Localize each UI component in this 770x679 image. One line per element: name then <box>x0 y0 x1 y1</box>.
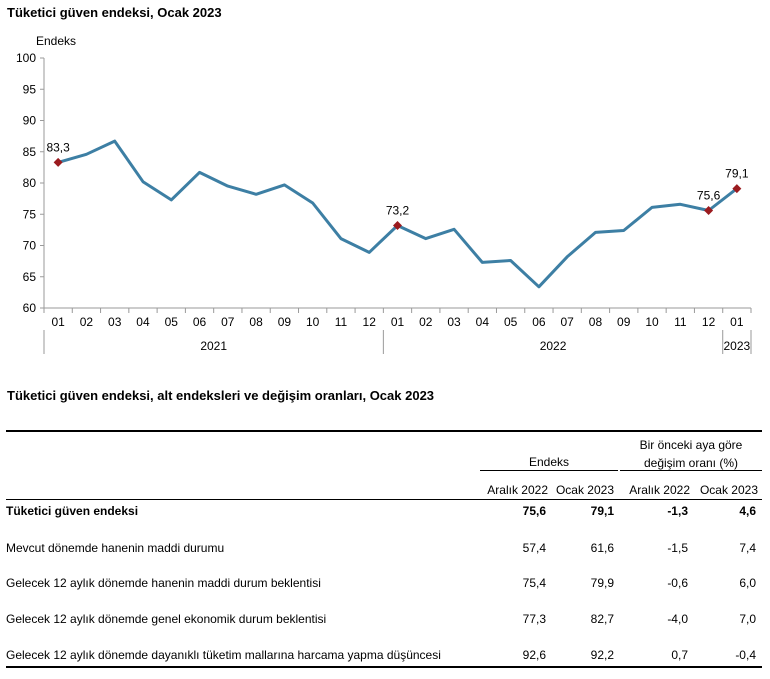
x-tick-label: 05 <box>165 315 179 329</box>
y-tick-label: 95 <box>23 82 37 96</box>
y-tick-label: 65 <box>23 270 37 284</box>
x-tick-label: 09 <box>617 315 631 329</box>
x-tick-label: 02 <box>419 315 433 329</box>
x-tick-label: 10 <box>306 315 320 329</box>
x-tick-label: 12 <box>702 315 716 329</box>
line-chart: Endeks 60 65 70 75 80 85 90 95 100 01 02 03 04 05 06 07 0… <box>16 34 752 354</box>
table-cell: -4,0 <box>667 612 688 626</box>
table-cell: -1,5 <box>667 541 688 555</box>
table-cell: 57,4 <box>522 541 546 555</box>
table-cell: -1,3 <box>667 504 688 518</box>
x-tick-label: 01 <box>730 315 744 329</box>
table-cell: 6,0 <box>739 576 756 590</box>
table-cell: 7,0 <box>739 612 756 626</box>
x-tick-label: 04 <box>476 315 490 329</box>
table-bottom-rule <box>6 666 762 668</box>
year-label: 2023 <box>724 339 751 353</box>
x-tick-label: 08 <box>249 315 263 329</box>
table-cell: -0,6 <box>667 576 688 590</box>
x-tick-label: 05 <box>504 315 518 329</box>
group-header-endeks: Endeks <box>528 455 570 469</box>
table-top-rule <box>6 430 762 432</box>
x-tick-label: 11 <box>674 315 687 329</box>
data-point-marker <box>704 206 714 215</box>
data-label: 83,3 <box>46 140 70 154</box>
table-cell: 92,6 <box>522 648 546 662</box>
data-label: 79,1 <box>725 167 749 181</box>
group-header-change-line1: Bir önceki aya göre <box>639 438 743 452</box>
x-tick-label: 02 <box>80 315 94 329</box>
data-point-marker <box>393 221 402 230</box>
chart-title: Tüketici güven endeksi, Ocak 2023 <box>7 5 222 20</box>
data-point-marker <box>53 157 63 167</box>
x-tick-label: 07 <box>221 315 235 329</box>
x-tick-label: 06 <box>532 315 546 329</box>
table-cell: 82,7 <box>590 612 614 626</box>
x-tick-label: 03 <box>108 315 122 329</box>
table-row-label: Gelecek 12 aylık dönemde dayanıklı tüket… <box>6 648 441 662</box>
x-tick-label: 04 <box>136 315 150 329</box>
y-tick-label: 100 <box>16 51 36 65</box>
group-underline-endeks <box>480 470 618 471</box>
x-tick-label: 10 <box>645 315 659 329</box>
header-bottom-rule <box>6 499 762 500</box>
x-tick-label: 01 <box>391 315 405 329</box>
x-tick-label: 11 <box>335 315 348 329</box>
data-point-marker <box>732 184 742 194</box>
table-cell: 0,7 <box>671 648 688 662</box>
x-tick-label: 03 <box>447 315 461 329</box>
table-row-label: Mevcut dönemde hanenin maddi durumu <box>6 541 225 555</box>
group-underline-change <box>620 470 762 471</box>
y-tick-label: 85 <box>23 145 37 159</box>
x-tick-label: 07 <box>561 315 575 329</box>
x-tick-label: 06 <box>193 315 207 329</box>
table-row-label: Gelecek 12 aylık dönemde hanenin maddi d… <box>6 576 321 590</box>
column-header-change-aralik: Aralık 2022 <box>629 483 690 497</box>
column-header-endeks-ocak: Ocak 2023 <box>555 483 614 497</box>
table-cell: 7,4 <box>739 541 756 555</box>
table-cell: 79,1 <box>590 504 614 518</box>
y-tick-label: 75 <box>23 207 37 221</box>
y-tick-label: 60 <box>23 301 37 315</box>
x-tick-label: 12 <box>363 315 377 329</box>
data-label: 75,6 <box>697 189 721 203</box>
y-tick-label: 80 <box>23 176 37 190</box>
y-tick-label: 70 <box>23 239 37 253</box>
table-cell: 61,6 <box>590 541 614 555</box>
table-row-label: Tüketici güven endeksi <box>6 504 139 518</box>
group-header-change-line2: değişim oranı (%) <box>643 456 739 470</box>
x-tick-label: 09 <box>278 315 292 329</box>
data-label: 73,2 <box>386 204 410 218</box>
table-cell: 4,6 <box>739 504 756 518</box>
table-cell: 77,3 <box>522 612 546 626</box>
table-cell: 79,9 <box>590 576 614 590</box>
table-row-label: Gelecek 12 aylık dönemde genel ekonomik … <box>6 612 327 626</box>
y-axis-label: Endeks <box>36 34 76 48</box>
column-header-change-ocak: Ocak 2023 <box>699 483 758 497</box>
table-cell: -0,4 <box>735 648 756 662</box>
y-tick-label: 90 <box>23 114 37 128</box>
column-header-endeks-aralik: Aralık 2022 <box>487 483 548 497</box>
x-tick-label: 08 <box>589 315 603 329</box>
table-cell: 75,6 <box>522 504 546 518</box>
year-label: 2022 <box>540 339 567 353</box>
table-cell: 75,4 <box>522 576 546 590</box>
table-cell: 92,2 <box>590 648 614 662</box>
table-title: Tüketici güven endeksi, alt endeksleri v… <box>7 388 435 403</box>
x-tick-label: 01 <box>51 315 65 329</box>
year-label: 2021 <box>200 339 227 353</box>
